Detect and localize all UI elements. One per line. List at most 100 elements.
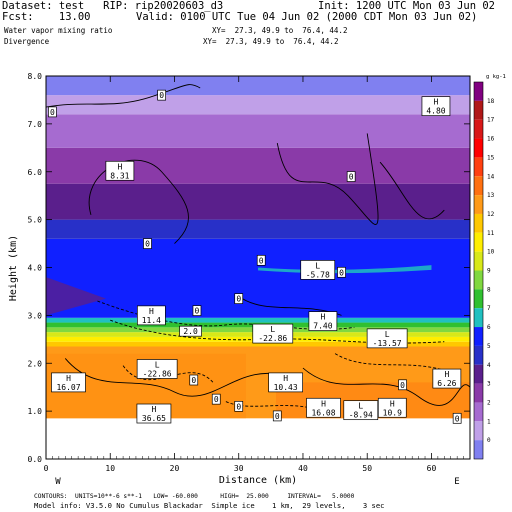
- extremum-marker: L: [155, 360, 160, 369]
- colorbar-swatch: [474, 82, 483, 101]
- extremum-marker: L: [315, 261, 320, 270]
- extremum-marker: H: [390, 399, 395, 408]
- extremum-marker: H: [149, 307, 154, 316]
- valid-time: Valid: 0100 UTC Tue 04 Jun 02 (2000 CDT …: [136, 11, 478, 23]
- contour-zero-label: 0: [159, 91, 164, 100]
- extremum-value: 7.40: [313, 322, 332, 331]
- extremum-marker: H: [152, 405, 157, 414]
- field-name-primary: Water vapor mixing ratio: [4, 26, 113, 35]
- colorbar-label: 6: [487, 324, 491, 331]
- colorbar-label: 2: [487, 399, 491, 406]
- colorbar-frame: [473, 81, 484, 460]
- extremum-value: 36.65: [142, 414, 166, 423]
- colorbar-label: 17: [487, 117, 495, 124]
- contour-zero-box: [143, 238, 152, 249]
- contour-line: [45, 84, 201, 108]
- contour-line: [276, 133, 379, 225]
- extremum-box: [137, 305, 166, 326]
- extremum-value: -13.57: [373, 339, 402, 348]
- cross-section-coords-secondary: XY= 27.3, 49.9 to 76.4, 44.2: [203, 37, 339, 46]
- contour-zero-label: 0: [339, 268, 344, 277]
- colorbar-swatch: [474, 195, 483, 214]
- colorbar-swatch: [474, 289, 483, 309]
- contour-zero-label: 0: [195, 307, 200, 316]
- model-info: Model info: V3.5.0 No Cumulus Blackadar …: [34, 501, 385, 510]
- extremum-box: [51, 372, 86, 393]
- field-band: [46, 183, 470, 220]
- extremum-marker: H: [283, 374, 288, 383]
- extremum-value: 16.07: [56, 383, 80, 392]
- field-name-secondary: Divergence: [4, 37, 50, 46]
- extremum-box: [268, 372, 303, 393]
- contour-zero-box: [256, 254, 266, 266]
- y-tick-label: 1.0: [28, 407, 43, 416]
- contour-zero-label: 0: [145, 240, 150, 249]
- colorbar-label: 18: [487, 98, 495, 105]
- contour-zero-box: [48, 106, 57, 118]
- field-band: [46, 219, 470, 239]
- x-tick-label: 50: [362, 464, 372, 473]
- colorbar-swatch: [474, 232, 483, 252]
- contour-line: [334, 353, 445, 371]
- y-tick-label: 5.0: [28, 216, 43, 225]
- contour-zero-box: [346, 171, 356, 182]
- extremum-box: [105, 160, 135, 181]
- contour-zero-box: [398, 379, 407, 391]
- y-tick-label: 4.0: [28, 264, 43, 273]
- contour-zero-box: [337, 266, 346, 278]
- field-band: [46, 238, 470, 318]
- extremum-marker: L: [358, 402, 363, 411]
- colorbar-swatch: [474, 119, 483, 139]
- contour-zero-label: 0: [455, 414, 460, 423]
- colorbar-swatch: [474, 138, 483, 158]
- extremum-value: -8.94: [349, 411, 373, 420]
- contour-zero-label: 0: [191, 376, 196, 385]
- extremum-box: [343, 400, 379, 421]
- field-band: [46, 341, 470, 347]
- x-tick-label: 20: [170, 464, 180, 473]
- field-band: [46, 317, 470, 323]
- y-tick-label: 0.0: [28, 455, 43, 464]
- colorbar-swatch: [474, 421, 483, 441]
- colorbar-label: 12: [487, 211, 495, 218]
- x-tick-label: 30: [234, 464, 244, 473]
- x-axis-west-label: W: [55, 477, 61, 487]
- contour-line: [64, 358, 291, 397]
- extremum-value: 10.9: [383, 408, 402, 417]
- colorbar-swatch: [474, 440, 483, 459]
- contour-line: [379, 161, 445, 220]
- colorbar-label: 3: [487, 381, 491, 388]
- contour-zero-box: [272, 410, 282, 422]
- colorbar-label: 5: [487, 343, 491, 350]
- colorbar-label: 13: [487, 192, 495, 199]
- contour-zero-label: 0: [236, 402, 241, 411]
- field-band: [46, 95, 470, 115]
- colorbar-swatch: [474, 176, 483, 196]
- extremum-value: -5.78: [306, 270, 330, 279]
- extremum-value: 6.26: [437, 379, 456, 388]
- colorbar-swatch: [474, 100, 483, 120]
- colorbar-swatch: [474, 270, 483, 290]
- extremum-box: [252, 323, 294, 344]
- extremum-box: [421, 96, 451, 117]
- x-tick-label: 40: [298, 464, 308, 473]
- dataset-label: Dataset: test RIP: rip20020603_d3: [2, 0, 224, 12]
- contour-zero-label: 0: [259, 256, 264, 265]
- colorbar-label: 7: [487, 305, 491, 312]
- colorbar-unit-label: g kg-1: [486, 74, 506, 80]
- extremum-marker: H: [66, 374, 71, 383]
- extremum-box: [377, 397, 407, 418]
- colorbar-label: 11: [487, 230, 495, 237]
- cross-section-coords-primary: XY= 27.3, 49.9 to 76.4, 44.2: [212, 26, 348, 35]
- contour-zero-box: [211, 393, 221, 405]
- colorbar-label: 8: [487, 286, 491, 293]
- init-time: Init: 1200 UTC Mon 03 Jun 02: [318, 0, 496, 12]
- colorbar-label: 10: [487, 249, 495, 256]
- x-axis-east-label: E: [454, 477, 459, 487]
- contour-zero-label: 0: [400, 381, 405, 390]
- extremum-marker: H: [444, 370, 449, 379]
- colorbar-swatch: [474, 308, 483, 328]
- extremum-box: [300, 260, 336, 280]
